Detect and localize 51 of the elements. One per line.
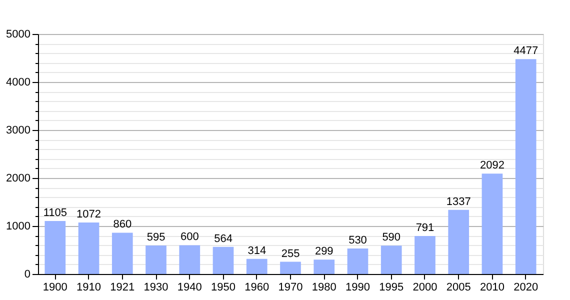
data-label: 564 [214, 232, 232, 245]
x-tick-label: 2000 [412, 282, 438, 294]
x-tick-label: 1995 [379, 282, 404, 294]
bar [44, 220, 66, 274]
data-label: 860 [113, 218, 132, 231]
x-tick-label: 2020 [514, 282, 538, 294]
x-tick-label: 1921 [110, 282, 135, 294]
y-tick-label: 5000 [6, 28, 30, 40]
bar [212, 246, 234, 274]
x-tick-label: 1910 [76, 282, 102, 294]
x-tick-label: 1990 [346, 282, 370, 294]
data-label: 299 [314, 246, 334, 258]
data-label: 1337 [446, 196, 471, 208]
bar [78, 222, 100, 274]
bar [112, 232, 133, 274]
y-tick-label: 2000 [6, 172, 30, 184]
bar [448, 210, 470, 274]
bar [179, 245, 200, 274]
data-label: 2092 [480, 160, 504, 172]
y-tick-label: 1000 [6, 220, 30, 232]
data-label: 255 [281, 248, 300, 260]
x-tick-label: 2005 [446, 282, 471, 294]
bar [246, 258, 268, 274]
bar [380, 246, 402, 274]
data-label: 791 [416, 222, 434, 234]
x-tick-label: 2010 [480, 282, 504, 294]
y-tick-label: 0 [24, 268, 30, 280]
data-label: 600 [180, 231, 199, 244]
x-tick-label: 1900 [42, 282, 68, 294]
bar [280, 262, 301, 274]
y-tick-label: 3000 [6, 124, 30, 136]
data-label: 595 [146, 231, 166, 244]
data-label: 590 [382, 232, 401, 244]
bar [347, 248, 368, 274]
bar [314, 260, 335, 274]
data-label: 4477 [514, 45, 538, 58]
data-label: 1072 [76, 208, 102, 221]
y-tick-label: 4000 [6, 76, 30, 88]
x-tick-label: 1930 [144, 282, 168, 294]
x-tick-label: 1970 [278, 282, 303, 294]
data-label: 1105 [43, 206, 67, 219]
x-tick-label: 1940 [177, 282, 202, 294]
data-label: 314 [248, 244, 266, 257]
bar [515, 59, 536, 274]
bar [146, 245, 166, 274]
bar [482, 174, 503, 274]
x-tick-label: 1950 [211, 282, 236, 294]
x-tick-label: 1980 [312, 282, 336, 294]
x-tick-label: 1960 [244, 282, 270, 294]
data-label: 530 [348, 234, 367, 247]
bar [414, 236, 436, 274]
